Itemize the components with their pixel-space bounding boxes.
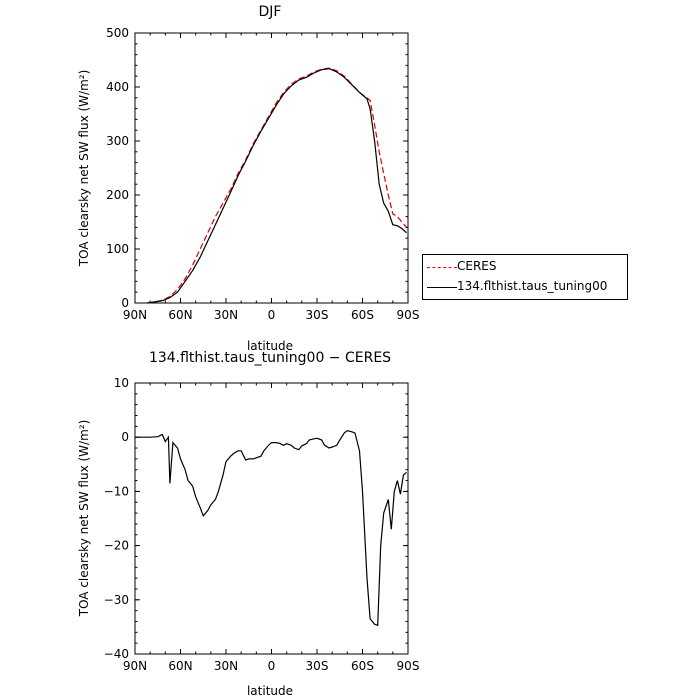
top-y-tick-label: 300 bbox=[106, 134, 129, 148]
bottom-title: 134.flthist.taus_tuning00 − CERES bbox=[149, 350, 391, 366]
top-y-tick-label: 500 bbox=[106, 26, 129, 40]
top-series-line-1 bbox=[147, 67, 407, 304]
top-y-ticks: 0 100 200 300 400 500 bbox=[106, 26, 408, 310]
top-x-tick-label: 90S bbox=[397, 308, 420, 322]
bottom-y-tick-label: −30 bbox=[104, 593, 129, 607]
top-y-tick-label: 0 bbox=[121, 296, 129, 310]
top-panel: DJF 0 100 200 300 400 500 90N 60N 30N 0 30S 60S 90S… bbox=[77, 4, 419, 353]
top-y-tick-label: 200 bbox=[106, 188, 129, 202]
legend-label-ceres: CERES bbox=[457, 259, 497, 273]
top-title: DJF bbox=[259, 4, 282, 20]
top-x-ticks: 90N 60N 30N 0 30S 60S 90S bbox=[123, 33, 420, 322]
legend-label-model: 134.flthist.taus_tuning00 bbox=[457, 279, 608, 293]
legend-item-model: 134.flthist.taus_tuning00 bbox=[423, 277, 623, 297]
top-plot-frame bbox=[134, 32, 409, 304]
top-series bbox=[147, 67, 407, 304]
bottom-x-tick-label: 30N bbox=[214, 659, 238, 673]
top-x-tick-label: 60S bbox=[351, 308, 374, 322]
bottom-series bbox=[136, 430, 407, 627]
top-y-tick-label: 100 bbox=[106, 242, 129, 256]
bottom-y-tick-label: 10 bbox=[114, 376, 129, 390]
bottom-x-ticks: 90N 60N 30N 0 30S 60S 90S bbox=[123, 383, 420, 673]
top-y-tick-label: 400 bbox=[106, 80, 129, 94]
bottom-series-line-1 bbox=[136, 430, 407, 627]
top-x-label: latitude bbox=[247, 339, 293, 353]
top-x-tick-label: 0 bbox=[268, 308, 276, 322]
bottom-panel: 134.flthist.taus_tuning00 − CERES −40 −30… bbox=[77, 350, 419, 698]
bottom-y-tick-label: −10 bbox=[104, 484, 129, 498]
bottom-x-label: latitude bbox=[247, 684, 293, 698]
bottom-y-tick-label: −40 bbox=[104, 647, 129, 661]
bottom-y-tick-label: 0 bbox=[121, 430, 129, 444]
bottom-x-tick-label: 30S bbox=[306, 659, 329, 673]
legend: CERES 134.flthist.taus_tuning00 bbox=[422, 254, 628, 300]
legend-swatch-ceres bbox=[427, 267, 457, 268]
bottom-x-tick-label: 0 bbox=[268, 659, 276, 673]
bottom-x-tick-label: 60N bbox=[168, 659, 192, 673]
top-x-tick-label: 30N bbox=[214, 308, 238, 322]
legend-swatch-model bbox=[427, 287, 457, 288]
bottom-y-label: TOA clearsky net SW flux (W/m²) bbox=[77, 420, 91, 618]
top-y-label: TOA clearsky net SW flux (W/m²) bbox=[77, 70, 91, 268]
top-series-line-2 bbox=[147, 67, 407, 304]
bottom-x-tick-label: 90N bbox=[123, 659, 147, 673]
bottom-x-tick-label: 90S bbox=[397, 659, 420, 673]
bottom-y-tick-label: −20 bbox=[104, 539, 129, 553]
top-x-tick-label: 30S bbox=[306, 308, 329, 322]
bottom-x-tick-label: 60S bbox=[351, 659, 374, 673]
top-x-tick-label: 90N bbox=[123, 308, 147, 322]
bottom-plot-frame bbox=[134, 382, 409, 655]
legend-item-ceres: CERES bbox=[423, 257, 623, 277]
bottom-y-ticks: −40 −30 −20 −10 0 10 bbox=[104, 376, 408, 661]
top-x-tick-label: 60N bbox=[168, 308, 192, 322]
